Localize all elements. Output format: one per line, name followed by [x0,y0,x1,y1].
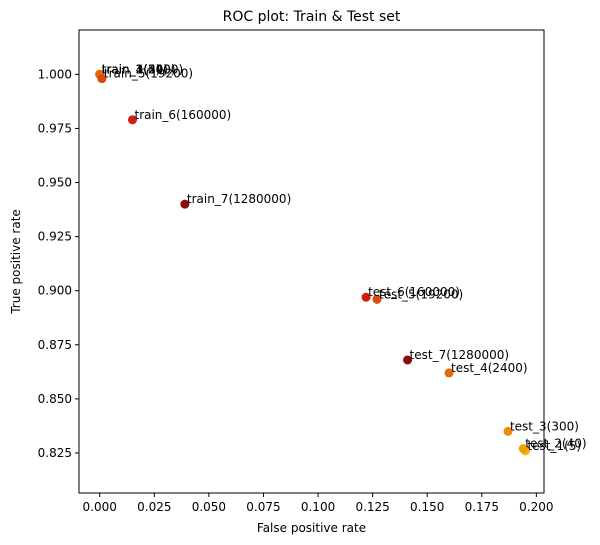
x-tick-label: 0.175 [465,500,499,514]
x-tick-label: 0.100 [301,500,335,514]
x-tick-label: 0.150 [410,500,444,514]
point-label: test_1(5) [527,439,581,453]
y-tick-label: 0.950 [38,176,72,190]
x-tick-label: 0.025 [137,500,171,514]
point-label: test_4(2400) [451,361,528,375]
x-tick-label: 0.075 [246,500,280,514]
x-tick-label: 0.050 [192,500,226,514]
data-points [95,69,530,456]
data-point [180,199,190,209]
y-axis: 0.825 0.850 0.875 0.900 0.925 0.950 0.975 1.000 [38,67,79,460]
y-tick-label: 0.975 [38,121,72,135]
x-tick-label: 0.125 [355,500,389,514]
data-point [403,355,413,365]
point-label: test_2(40) [525,437,586,451]
point-label: train_5(19200) [104,67,193,81]
y-tick-label: 0.925 [38,230,72,244]
point-label: test_3(300) [510,419,579,433]
point-label: train_2(40) [102,62,168,76]
data-point [97,74,107,84]
y-tick-label: 0.825 [38,446,72,460]
data-point [361,292,371,302]
y-tick-label: 0.850 [38,392,72,406]
y-tick-label: 1.000 [38,67,72,81]
plot-area [78,29,545,494]
data-point [444,368,454,378]
point-label: test_6(160000) [368,285,460,299]
x-axis: 0.000 0.025 0.050 0.075 0.100 0.125 0.150 0.175… [83,493,554,514]
point-label: train_1(5) [102,62,161,76]
point-label: test_5(19200) [379,287,463,301]
x-axis-label: False positive rate [257,521,366,535]
point-label: train_3(300) [102,62,176,76]
y-axis-label: True positive rate [9,209,23,315]
point-label: train_7(1280000) [187,192,291,206]
point-label: train_6(160000) [134,108,231,122]
data-point [372,294,382,304]
chart-title: ROC plot: Train & Test set [223,9,401,25]
y-tick-label: 0.900 [38,284,72,298]
point-label: train_4(2400) [102,62,183,76]
data-point [503,426,513,436]
data-point [127,115,137,125]
point-label: test_7(1280000) [410,348,510,362]
x-tick-label: 0.000 [83,500,117,514]
point-labels: train_1(5)train_2(40)train_3(300)train_4… [102,62,587,452]
y-tick-label: 0.875 [38,338,72,352]
x-tick-label: 0.200 [519,500,553,514]
data-point [518,444,528,454]
